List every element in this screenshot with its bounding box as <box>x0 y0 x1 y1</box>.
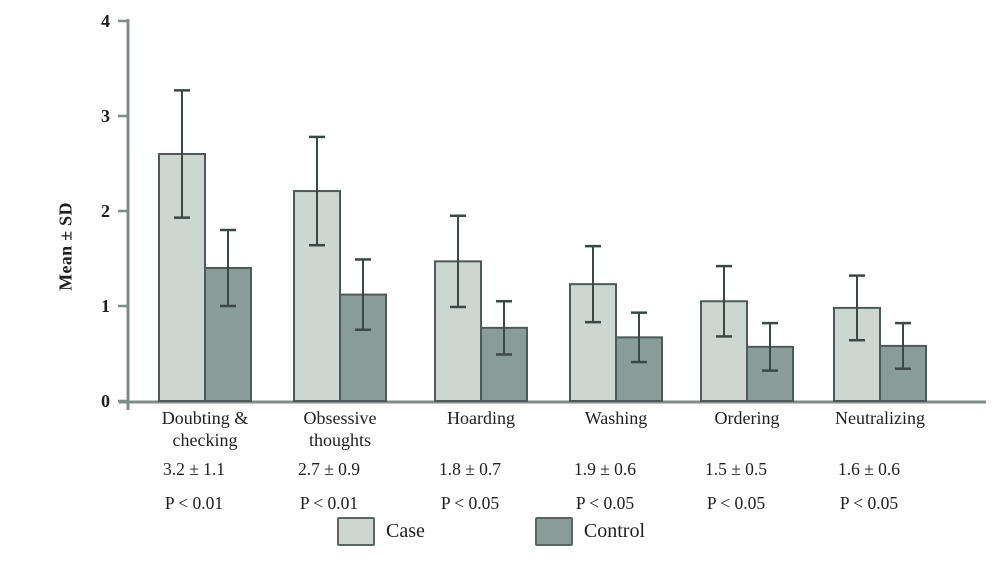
p-value-annotation-0: P < 0.01 <box>165 493 223 513</box>
legend-label-case: Case <box>386 520 425 542</box>
category-label-0: Doubting & checking <box>162 408 249 450</box>
category-label-4: Ordering <box>715 408 780 428</box>
mean-sd-annotation-3: 1.9 ± 0.6 <box>574 459 636 479</box>
y-tick-label: 3 <box>101 106 110 126</box>
y-axis-title: Mean ± SD <box>55 202 76 291</box>
legend-swatch-case <box>337 517 375 546</box>
y-tick-label: 4 <box>101 11 110 31</box>
legend-label-control: Control <box>583 520 646 542</box>
mean-sd-annotation-2: 1.8 ± 0.7 <box>439 459 501 479</box>
category-label-1: Obsessive thoughts <box>304 408 377 450</box>
category-label-5: Neutralizing <box>835 408 925 428</box>
legend-swatch-control <box>534 517 573 546</box>
legend: Case Control <box>337 517 645 546</box>
mean-sd-annotation-0: 3.2 ± 1.1 <box>163 459 225 479</box>
legend-item-control: Control <box>534 517 646 546</box>
y-tick-label: 2 <box>101 201 110 221</box>
p-value-annotation-4: P < 0.05 <box>707 493 766 513</box>
category-label-3: Washing <box>585 408 648 428</box>
category-label-2: Hoarding <box>447 408 515 428</box>
p-value-annotation-2: P < 0.05 <box>441 493 500 513</box>
y-tick-label: 1 <box>101 296 110 316</box>
legend-item-case: Case <box>337 517 425 546</box>
p-value-annotation-1: P < 0.01 <box>300 493 358 513</box>
mean-sd-annotation-5: 1.6 ± 0.6 <box>838 459 900 479</box>
mean-sd-annotation-1: 2.7 ± 0.9 <box>298 459 360 479</box>
y-tick-label: 0 <box>101 391 110 411</box>
p-value-annotation-3: P < 0.05 <box>576 493 635 513</box>
mean-sd-annotation-4: 1.5 ± 0.5 <box>705 459 767 479</box>
p-value-annotation-5: P < 0.05 <box>840 493 899 513</box>
